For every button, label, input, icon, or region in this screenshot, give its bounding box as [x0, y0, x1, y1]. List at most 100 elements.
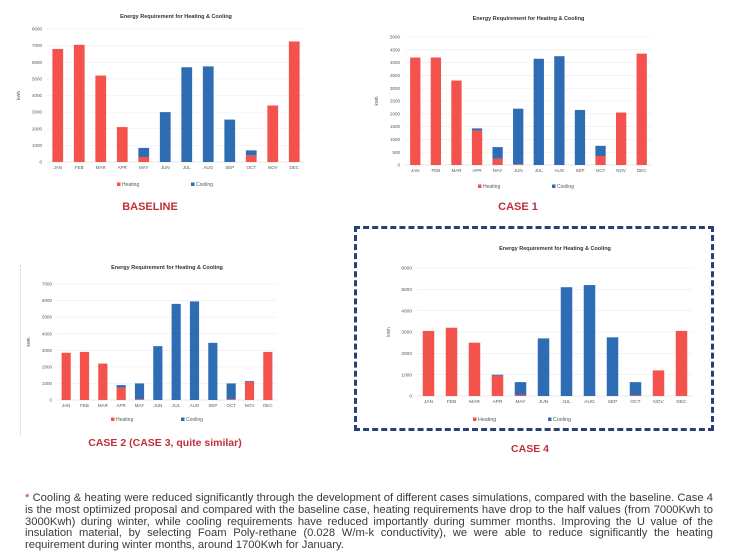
- x-tick-label: OCT: [630, 399, 640, 405]
- x-tick-label: MAR: [469, 399, 480, 405]
- bar-heating-nov: [652, 370, 665, 396]
- bar-heating-nov: [267, 105, 279, 162]
- x-tick-label: JUL: [562, 399, 571, 405]
- x-tick-label: JUN: [153, 403, 162, 408]
- bar-cooling-may: [514, 382, 527, 395]
- y-axis-label: kWh: [16, 91, 21, 100]
- bar-cooling-oct: [245, 150, 257, 156]
- chart-case2: Energy Requirement for Heating & Cooling…: [26, 265, 277, 423]
- bar-heating-dec: [636, 53, 647, 165]
- y-tick-label: 1500: [390, 124, 401, 129]
- y-tick-label: 1000: [42, 381, 53, 386]
- y-tick-label: 3000: [42, 348, 53, 353]
- x-tick-label: JUN: [161, 165, 170, 170]
- x-tick-label: MAY: [515, 399, 526, 405]
- bar-heating-oct: [629, 395, 642, 396]
- bar-heating-oct: [595, 156, 606, 165]
- x-tick-label: SEP: [575, 168, 584, 173]
- y-tick-label: 1000: [401, 372, 412, 378]
- y-tick-label: 5000: [42, 315, 53, 320]
- y-tick-label: 0: [397, 163, 400, 168]
- y-tick-label: 2000: [32, 126, 43, 131]
- y-tick-label: 8000: [32, 27, 43, 32]
- x-tick-label: APR: [118, 165, 128, 170]
- x-tick-label: DEC: [637, 168, 647, 173]
- x-tick-label: MAY: [135, 403, 144, 408]
- bar-heating-jan: [52, 48, 64, 163]
- bar-heating-may: [514, 394, 527, 396]
- bar-cooling-jul: [533, 58, 544, 166]
- bar-heating-may: [134, 399, 145, 400]
- y-tick-label: 2000: [42, 364, 53, 369]
- y-tick-label: 0: [409, 394, 412, 400]
- bar-cooling-aug: [583, 285, 596, 396]
- legend-label-cooling: Cooling: [196, 182, 213, 188]
- y-tick-label: 0: [39, 160, 42, 165]
- bar-heating-feb: [430, 57, 442, 166]
- x-tick-label: MAR: [96, 165, 107, 170]
- bar-heating-jun: [513, 164, 524, 165]
- bar-cooling-jul: [560, 287, 573, 396]
- x-tick-label: AUG: [203, 165, 213, 170]
- legend-label-cooling: Cooling: [553, 417, 571, 423]
- x-tick-label: NOV: [245, 403, 255, 408]
- bar-heating-nov: [615, 112, 627, 165]
- y-tick-label: 1000: [32, 143, 43, 148]
- caption-case1: CASE 1: [498, 201, 538, 213]
- caption-case4: CASE 4: [511, 443, 549, 455]
- bar-heating-dec: [288, 41, 300, 162]
- bar-cooling-jun: [153, 346, 163, 400]
- bar-cooling-jun: [159, 112, 171, 162]
- x-tick-label: FEB: [431, 168, 440, 173]
- bar-cooling-apr: [471, 128, 483, 131]
- caption-case2: CASE 2 (CASE 3, quite similar): [88, 437, 242, 449]
- x-tick-label: DEC: [263, 403, 273, 408]
- bar-heating-feb: [73, 44, 85, 163]
- x-tick-label: JUL: [535, 168, 543, 173]
- bar-cooling-oct: [595, 145, 606, 157]
- x-tick-label: JUN: [514, 168, 523, 173]
- x-tick-label: OCT: [596, 168, 606, 173]
- legend-swatch-heating: [473, 417, 477, 421]
- bar-cooling-sep: [224, 119, 236, 162]
- y-tick-label: 5000: [390, 35, 401, 40]
- y-tick-label: 7000: [32, 43, 43, 48]
- highlight-box-case4: [354, 226, 714, 431]
- legend-label-cooling: Cooling: [186, 417, 203, 423]
- x-tick-label: SEP: [608, 399, 618, 405]
- chart-title: Energy Requirement for Heating & Cooling: [473, 16, 585, 22]
- bar-cooling-apr: [116, 385, 126, 388]
- x-tick-label: MAR: [451, 168, 462, 173]
- bar-cooling-may: [138, 147, 150, 158]
- legend-swatch-cooling: [191, 182, 195, 186]
- bar-cooling-sep: [574, 109, 586, 165]
- y-tick-label: 3000: [401, 330, 412, 336]
- bar-heating-mar: [95, 75, 107, 162]
- y-axis-label: kWh: [386, 327, 392, 337]
- y-tick-label: 2000: [401, 351, 412, 357]
- bar-cooling-aug: [189, 301, 200, 400]
- bar-cooling-jun: [513, 108, 524, 165]
- x-tick-label: FEB: [75, 165, 84, 170]
- chart-title: Energy Requirement for Heating & Cooling: [120, 14, 232, 20]
- legend-label-cooling: Cooling: [557, 184, 574, 190]
- chart-title: Energy Requirement for Heating & Cooling: [111, 265, 223, 271]
- y-tick-label: 2500: [390, 99, 401, 104]
- bar-cooling-may: [492, 147, 503, 159]
- bar-cooling-may: [134, 383, 145, 400]
- bar-heating-mar: [451, 80, 462, 165]
- bar-heating-jan: [422, 330, 435, 396]
- bar-heating-mar: [468, 342, 481, 396]
- divider-line: [20, 265, 21, 435]
- bar-cooling-oct: [226, 383, 236, 400]
- x-tick-label: APR: [117, 403, 127, 408]
- y-tick-label: 6000: [401, 266, 412, 272]
- legend-swatch-cooling: [181, 417, 185, 421]
- legend-label-heating: Heating: [483, 184, 500, 190]
- chart-case4: Energy Requirement for Heating & Cooling…: [386, 246, 693, 423]
- legend-swatch-heating: [478, 184, 482, 188]
- bar-cooling-jun: [537, 338, 550, 396]
- x-tick-label: SEP: [225, 165, 234, 170]
- x-tick-label: FEB: [80, 403, 89, 408]
